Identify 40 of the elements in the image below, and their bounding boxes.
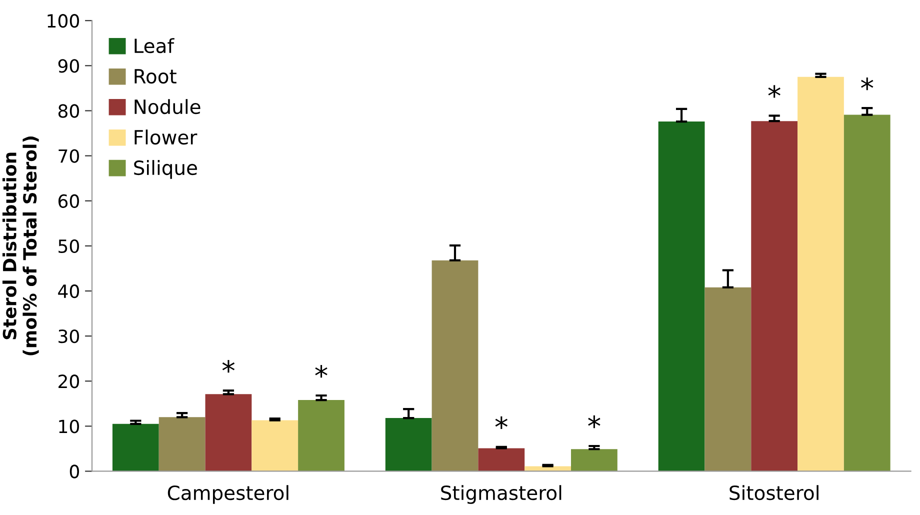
legend-label: Root	[134, 69, 176, 84]
y-tick-label: 60	[58, 194, 79, 208]
legend-label: Nodule	[134, 99, 200, 114]
y-tick-label: 0	[70, 464, 79, 478]
legend-label: Flower	[134, 130, 198, 145]
bar	[798, 76, 844, 472]
annotation: *	[588, 415, 600, 428]
bar	[252, 420, 298, 472]
y-tick-label: 70	[58, 149, 79, 163]
y-tick-label: 10	[59, 420, 79, 434]
bar	[385, 418, 432, 472]
x-tick-label: Sitosterol	[730, 485, 818, 500]
annotation: *	[315, 364, 328, 378]
x-tick-label: Campesterol	[168, 485, 288, 504]
bar	[298, 400, 344, 472]
bar	[112, 424, 159, 472]
y-tick-label: 80	[58, 104, 79, 118]
annotation: *	[768, 85, 780, 98]
y-tick-label: 100	[48, 14, 79, 28]
bar	[704, 287, 752, 472]
bar	[844, 114, 890, 472]
legend-label: Silique	[134, 160, 197, 179]
annotation: *	[495, 416, 508, 429]
y-tick-label: 30	[58, 329, 79, 344]
y-axis-title: Sterol Distribution (mol% of Total Sterol)	[2, 136, 39, 356]
bar	[571, 449, 618, 472]
y-tick-label: 40	[58, 284, 79, 298]
x-tick-label: Stigmasterol	[441, 485, 562, 504]
y-tick-label: 50	[58, 239, 79, 254]
bar	[658, 122, 705, 472]
annotation: *	[861, 77, 874, 90]
y-tick-label: 20	[58, 374, 79, 388]
bar	[751, 121, 798, 472]
bar	[158, 417, 206, 472]
bar	[432, 260, 478, 472]
y-tick-label: 90	[58, 59, 79, 73]
bar	[205, 394, 252, 472]
annotation: *	[222, 360, 235, 373]
legend-label: Leaf	[134, 38, 174, 54]
bar	[478, 448, 525, 472]
